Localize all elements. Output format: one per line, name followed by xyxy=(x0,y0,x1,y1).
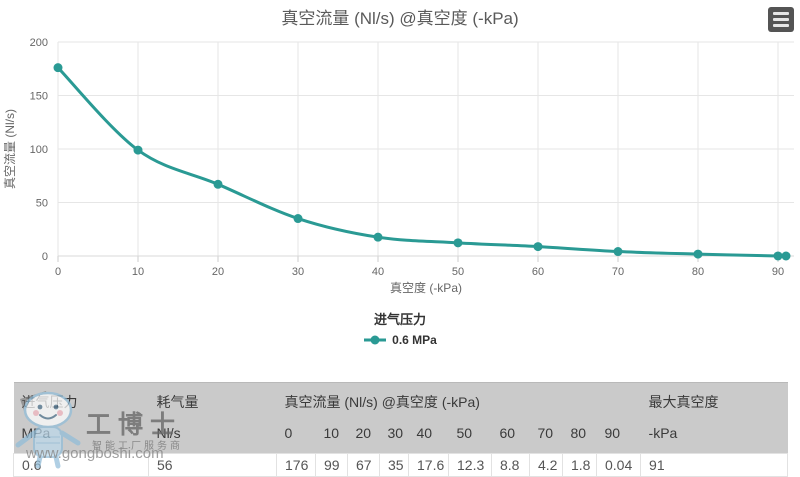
svg-text:50: 50 xyxy=(452,266,464,278)
header-kpa-80: 80 xyxy=(562,417,597,454)
header-air-consumption: 耗气量 xyxy=(148,382,277,417)
cell-flow-90: 0.04 xyxy=(595,453,642,477)
cell-flow-80: 1.8 xyxy=(562,453,597,477)
cell-max-vacuum: 91 xyxy=(640,453,789,477)
header-kpa-50: 50 xyxy=(448,417,492,454)
header-max-vacuum: 最大真空度 xyxy=(640,382,788,417)
svg-text:50: 50 xyxy=(36,198,48,210)
table-header-row-groups: 进气压力 耗气量 真空流量 (Nl/s) @真空度 (-kPa) 最大真空度 xyxy=(13,382,788,417)
svg-text:60: 60 xyxy=(532,266,544,278)
header-kpa-20: 20 xyxy=(347,417,380,454)
svg-text:10: 10 xyxy=(132,266,144,278)
cell-air-consumption: 56 xyxy=(148,453,277,477)
svg-text:70: 70 xyxy=(612,266,624,278)
spec-table: 进气压力 耗气量 真空流量 (Nl/s) @真空度 (-kPa) 最大真空度 M… xyxy=(13,382,789,477)
svg-text:100: 100 xyxy=(30,144,48,156)
header-kpa-40: 40 xyxy=(408,417,449,454)
header-kpa-60: 60 xyxy=(491,417,530,454)
chart-canvas: 0 50 100 150 200 0 10 20 30 40 50 60 70 80 90 真空度 (-kPa… xyxy=(3,37,794,295)
cell-flow-60: 8.8 xyxy=(491,453,530,477)
svg-text:0: 0 xyxy=(55,266,61,278)
header-vacuum-flow: 真空流量 (Nl/s) @真空度 (-kPa) xyxy=(276,382,641,417)
chart-legend: 进气压力 0.6 MPa xyxy=(0,309,800,347)
cell-flow-20: 67 xyxy=(347,453,380,477)
cell-flow-30: 35 xyxy=(379,453,409,477)
cell-flow-40: 17.6 xyxy=(408,453,449,477)
legend-title: 进气压力 xyxy=(373,312,426,327)
cell-flow-0: 176 xyxy=(276,453,316,477)
cell-flow-50: 12.3 xyxy=(448,453,492,477)
export-menu-button[interactable] xyxy=(768,7,794,32)
header-unit: Nl/s xyxy=(148,417,277,454)
line-dot-marker-icon xyxy=(364,335,387,345)
svg-text:200: 200 xyxy=(30,37,48,49)
header-inlet-pressure: 进气压力 xyxy=(13,382,149,417)
header-kpa-90: 90 xyxy=(596,417,641,454)
table-header-row-units: MPa Nl/s 0 10 20 30 40 50 60 70 80 90 -k… xyxy=(13,417,788,454)
chart-title: 真空流量 (Nl/s) @真空度 (-kPa) xyxy=(281,9,519,28)
table-row: 0.6 56 176 99 67 35 17.6 12.3 8.8 4.2 1.… xyxy=(13,453,789,477)
svg-text:40: 40 xyxy=(372,266,384,278)
header-kpa-30: 30 xyxy=(379,417,409,454)
cell-flow-70: 4.2 xyxy=(529,453,563,477)
svg-text:30: 30 xyxy=(292,266,304,278)
svg-text:80: 80 xyxy=(692,266,704,278)
header-kpa-0: 0 xyxy=(276,417,316,454)
header-kpa-10: 10 xyxy=(315,417,348,454)
svg-text:真空流量 (Nl/s): 真空流量 (Nl/s) xyxy=(3,109,17,189)
cell-flow-10: 99 xyxy=(315,453,348,477)
legend-item-series[interactable]: 0.6 MPa xyxy=(363,333,437,347)
legend-item-label: 0.6 MPa xyxy=(392,333,437,347)
svg-text:20: 20 xyxy=(212,266,224,278)
header-unit: -kPa xyxy=(640,417,788,454)
svg-text:90: 90 xyxy=(772,266,784,278)
svg-text:0: 0 xyxy=(42,251,48,263)
header-kpa-70: 70 xyxy=(529,417,563,454)
header-unit: MPa xyxy=(13,417,149,454)
svg-text:真空度 (-kPa): 真空度 (-kPa) xyxy=(390,280,462,295)
svg-text:150: 150 xyxy=(30,91,48,103)
cell-inlet-pressure: 0.6 xyxy=(13,453,149,477)
